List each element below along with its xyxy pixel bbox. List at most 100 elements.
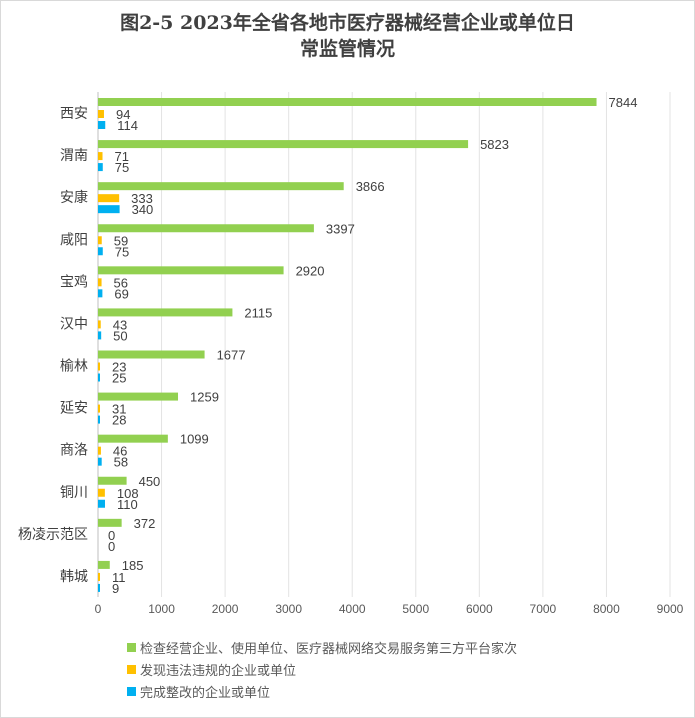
legend-item-violations: 发现违法违规的企业或单位 [127, 658, 517, 680]
data-label: 28 [112, 413, 126, 428]
legend-item-inspected: 检查经营企业、使用单位、医疗器械网络交易服务第三方平台家次 [127, 636, 517, 658]
category-label: 宝鸡 [60, 273, 88, 290]
bar-inspected [98, 350, 205, 359]
bar-inspected [98, 308, 233, 317]
data-label: 333 [131, 191, 153, 206]
bar-violations [98, 194, 120, 203]
bar-violations [98, 278, 102, 287]
bar-violations [98, 488, 105, 497]
category-label: 咸阳 [60, 232, 88, 248]
bar-rectified [98, 415, 100, 424]
data-label: 0 [108, 539, 115, 554]
bar-inspected [98, 266, 284, 275]
data-label: 58 [114, 455, 128, 470]
category-label: 榆林 [60, 359, 88, 375]
x-tick-label: 8000 [593, 602, 620, 616]
data-label: 1099 [180, 432, 209, 447]
legend-swatch [127, 686, 136, 696]
x-tick-label: 2000 [212, 602, 239, 616]
data-label: 31 [112, 402, 126, 417]
bar-inspected [98, 476, 127, 485]
data-label: 71 [115, 149, 129, 164]
bar-inspected [98, 518, 122, 527]
bar-inspected [98, 392, 179, 401]
x-tick-label: 7000 [530, 602, 557, 616]
bar-violations [98, 572, 100, 581]
bar-violations [98, 236, 102, 245]
data-label: 11 [112, 570, 126, 585]
category-label: 延安 [60, 401, 88, 417]
x-tick-label: 4000 [339, 602, 366, 616]
legend-swatch [127, 642, 136, 652]
bar-inspected [98, 140, 469, 149]
category-label: 西安 [60, 106, 88, 122]
bar-rectified [98, 289, 103, 298]
x-tick-label: 5000 [402, 602, 429, 616]
data-label: 2115 [244, 305, 272, 320]
chart-title-line2: 常监管情况 [299, 38, 395, 60]
data-label: 3397 [326, 221, 355, 236]
data-label: 50 [113, 328, 127, 343]
x-tick-label: 0 [95, 602, 102, 616]
legend-label: 发现违法违规的企业或单位 [140, 663, 297, 679]
data-label: 114 [117, 118, 138, 133]
category-label: 商洛 [60, 443, 88, 459]
bar-violations [98, 362, 100, 371]
x-tick-label: 6000 [466, 602, 493, 616]
data-label: 5823 [480, 137, 509, 152]
bar-violations [98, 320, 101, 329]
bar-rectified [98, 583, 100, 592]
bar-rectified [98, 121, 106, 129]
data-label: 56 [114, 275, 128, 290]
data-label: 23 [112, 360, 126, 375]
data-label: 59 [114, 233, 128, 248]
bar-violations [98, 110, 104, 118]
category-label: 汉中 [60, 316, 88, 332]
data-label: 75 [115, 160, 129, 175]
data-label: 69 [114, 286, 128, 301]
data-label: 110 [117, 497, 138, 512]
bar-violations [98, 446, 101, 455]
bar-inspected [98, 560, 110, 569]
legend-item-rectified: 完成整改的企业或单位 [127, 680, 517, 702]
data-label: 108 [117, 486, 139, 501]
category-label: 杨凌示范区 [18, 526, 88, 543]
legend-swatch [127, 664, 136, 674]
bar-rectified [98, 163, 103, 172]
bar-rectified [98, 205, 120, 214]
data-label: 1677 [217, 348, 246, 363]
data-label: 94 [116, 107, 130, 122]
bar-rectified [98, 331, 102, 340]
data-label: 450 [139, 474, 161, 489]
data-label: 185 [122, 558, 144, 573]
category-label: 铜川 [60, 485, 88, 501]
x-tick-label: 9000 [657, 602, 684, 616]
bar-violations [98, 404, 100, 413]
legend: 检查经营企业、使用单位、医疗器械网络交易服务第三方平台家次 发现违法违规的企业或… [127, 636, 517, 702]
data-label: 2920 [296, 263, 325, 278]
data-label: 1259 [190, 390, 219, 405]
category-label: 安康 [60, 189, 88, 206]
bar-inspected [98, 224, 314, 233]
bar-inspected [98, 98, 597, 106]
legend-label: 完成整改的企业或单位 [140, 685, 271, 701]
data-label: 0 [108, 528, 115, 543]
data-label: 372 [134, 516, 156, 531]
data-label: 43 [113, 317, 127, 332]
category-label: 韩城 [60, 569, 88, 585]
x-tick-label: 1000 [148, 602, 175, 616]
bar-violations [98, 152, 103, 161]
data-label: 25 [112, 371, 126, 386]
data-label: 46 [113, 444, 127, 459]
data-label: 9 [112, 581, 119, 596]
bar-inspected [98, 182, 344, 191]
data-label: 7844 [609, 95, 638, 110]
bar-rectified [98, 457, 102, 466]
data-label: 340 [132, 202, 154, 217]
bar-inspected [98, 434, 168, 443]
bar-rectified [98, 499, 105, 508]
data-label: 75 [115, 244, 129, 259]
category-label: 渭南 [60, 148, 88, 164]
legend-label: 检查经营企业、使用单位、医疗器械网络交易服务第三方平台家次 [140, 641, 518, 657]
